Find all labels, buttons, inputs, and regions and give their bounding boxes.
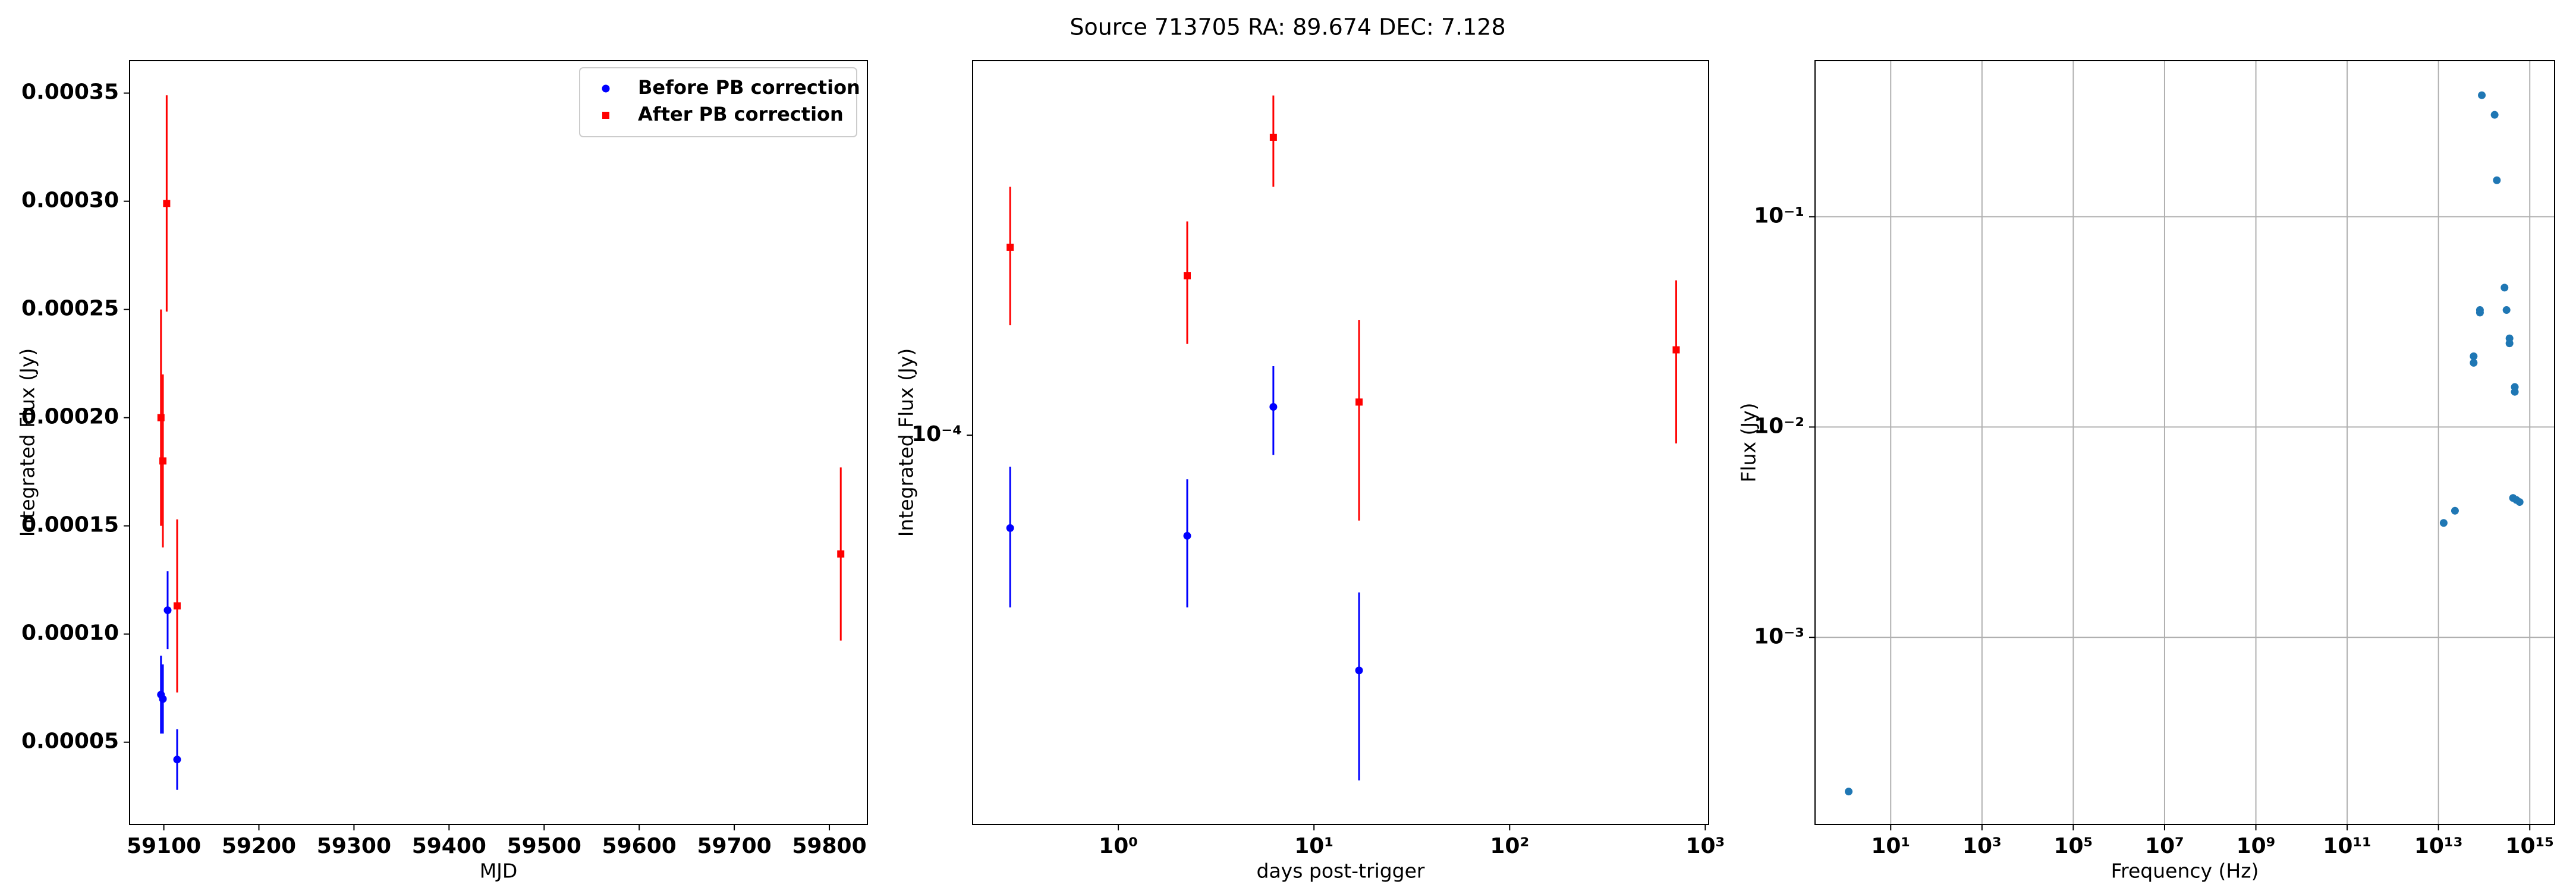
data-point [1007,243,1014,251]
data-point [2515,498,2524,506]
data-point [1269,403,1278,411]
data-point [1845,788,1853,796]
data-point [2470,352,2478,360]
x-tick-label: 59200 [222,834,296,858]
x-tick-label: 10¹ [1294,834,1333,858]
x-tick-label: 10⁵ [2053,834,2093,858]
subplot: 10¹ 10³ 10⁵ 10⁷ 10⁹ 10¹¹ 10¹³ 10¹⁵ 10⁻³ 10⁻² 10⁻¹ F… [1737,60,2555,883]
legend-label: Before PB correction [638,76,860,99]
subplot: 59100 59200 59300 59400 59500 59600 59700 59800… [16,60,868,883]
data-point [2439,519,2448,527]
x-tick-label: 10⁰ [1099,834,1138,858]
data-point [2478,91,2486,99]
data-point [2451,506,2459,515]
plot-area [1006,95,1680,780]
legend-marker [602,84,610,93]
x-axis-label: days post-trigger [1257,860,1425,883]
x-tick-label: 59300 [317,834,391,858]
x-tick-label: 10² [1490,834,1529,858]
data-point [2490,111,2499,119]
x-tick-label: 59800 [792,834,866,858]
data-point [173,756,181,764]
data-point [837,550,845,558]
y-tick-label: 10⁻³ [1754,624,1804,649]
data-point [2500,284,2509,292]
data-point [2505,339,2514,348]
data-point [1183,272,1191,279]
x-tick-label: 10¹ [1871,834,1910,858]
figure-title: Source 713705 RA: 89.674 DEC: 7.128 [1070,14,1505,40]
x-tick-label: 10³ [1685,834,1725,858]
data-point [2511,388,2519,396]
data-point [163,606,172,615]
data-point [2502,306,2511,314]
x-axis-label: Frequency (Hz) [2111,860,2259,883]
y-tick-label: 10⁻² [1754,414,1804,438]
y-tick-label: 0.00035 [21,80,119,105]
x-tick-label: 10¹³ [2414,834,2463,858]
x-axis-label: MJD [480,860,518,883]
subplot: 10⁰ 10¹ 10² 10³ 10⁻⁴ days post-trigger Integra… [895,60,1725,883]
y-tick-label: 10⁻⁴ [911,422,962,446]
y-tick-label: 10⁻¹ [1754,204,1804,228]
data-point [1672,346,1680,354]
x-tick-label: 59500 [507,834,581,858]
data-point [163,200,171,207]
axes-frame [972,60,1709,825]
data-point [2476,306,2484,314]
data-point [159,695,167,703]
x-tick-label: 59700 [697,834,771,858]
legend: Before PB correction After PB correction [579,67,860,137]
plot-area [1845,91,2524,796]
x-tick-label: 10⁹ [2237,834,2276,858]
data-point [1183,531,1191,540]
data-point [173,602,181,610]
y-axis-label: Flux (Jy) [1737,402,1760,482]
legend-label: After PB correction [638,103,844,125]
data-point [1006,524,1014,532]
x-tick-label: 59100 [127,834,201,858]
y-tick-label: 0.00005 [21,729,119,754]
legend-box [579,67,857,137]
y-tick-label: 0.00010 [21,621,119,646]
y-axis-label: Integrated Flux (Jy) [895,348,918,537]
data-point [159,457,166,465]
data-point [2470,358,2478,367]
y-tick-label: 0.00015 [21,513,119,537]
axes-frame [1814,60,2555,825]
y-tick-label: 0.00025 [21,297,119,321]
axes-frame [129,60,868,825]
y-tick-label: 0.00020 [21,405,119,429]
data-point [1355,398,1363,406]
y-tick-label: 0.00030 [21,188,119,213]
x-tick-label: 59400 [412,834,486,858]
data-point [1269,133,1277,141]
x-tick-label: 10¹⁵ [2505,834,2554,858]
plot-area [157,95,845,790]
x-tick-label: 10³ [1962,834,2002,858]
x-tick-label: 59600 [602,834,677,858]
data-point [2493,176,2501,184]
legend-marker [602,112,609,119]
x-tick-label: 10¹¹ [2323,834,2371,858]
y-axis-label: Integrated Flux (Jy) [16,348,39,537]
x-tick-label: 10⁷ [2145,834,2184,858]
data-point [1355,666,1363,675]
